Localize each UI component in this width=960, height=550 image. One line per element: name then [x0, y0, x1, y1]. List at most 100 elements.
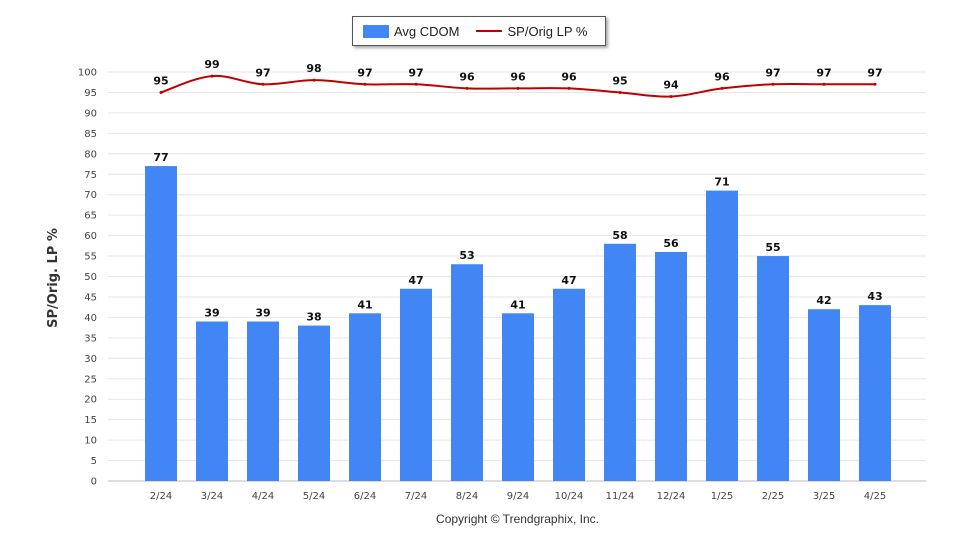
- line-value-label: 95: [153, 74, 168, 87]
- y-tick-label: 75: [84, 170, 97, 181]
- legend-swatch-line: [475, 30, 502, 32]
- bar-value-label: 71: [714, 176, 729, 189]
- bar-avg-cdom[interactable]: [859, 305, 891, 481]
- line-point: [873, 82, 877, 86]
- line-value-label: 97: [765, 66, 780, 79]
- bar-avg-cdom[interactable]: [145, 166, 177, 481]
- legend-item-sp-orig-lp[interactable]: SP/Orig LP %: [460, 23, 588, 39]
- bar-avg-cdom[interactable]: [502, 313, 534, 481]
- line-value-label: 98: [306, 62, 321, 75]
- line-point: [669, 95, 673, 99]
- bar-avg-cdom[interactable]: [706, 190, 738, 482]
- line-point: [771, 82, 775, 86]
- bar-avg-cdom[interactable]: [808, 309, 840, 481]
- line-value-label: 96: [714, 70, 730, 83]
- x-tick-label: 6/24: [354, 491, 376, 502]
- x-tick-label: 5/24: [303, 491, 325, 502]
- bar-value-label: 42: [816, 294, 831, 307]
- legend-swatch-bar: [363, 24, 389, 38]
- line-value-label: 99: [204, 58, 219, 71]
- y-tick-label: 30: [84, 354, 97, 365]
- bar-value-label: 47: [561, 274, 576, 287]
- bar-value-label: 41: [510, 298, 525, 311]
- y-tick-label: 0: [91, 477, 97, 488]
- bar-avg-cdom[interactable]: [757, 256, 789, 481]
- line-point: [414, 82, 418, 86]
- y-axis-title: SP/Orig. LP %: [46, 228, 61, 328]
- line-point: [465, 86, 469, 90]
- x-tick-label: 8/24: [456, 491, 478, 502]
- line-point: [210, 74, 214, 78]
- line-point: [261, 82, 265, 86]
- y-tick-label: 35: [84, 333, 97, 344]
- line-point: [312, 78, 316, 82]
- y-tick-label: 40: [84, 313, 97, 324]
- bar-value-label: 39: [255, 306, 270, 319]
- y-tick-label: 90: [84, 108, 97, 119]
- line-value-label: 96: [459, 70, 475, 83]
- y-tick-label: 45: [84, 292, 97, 303]
- line-value-label: 97: [255, 66, 270, 79]
- line-point: [822, 82, 826, 86]
- line-value-label: 96: [561, 70, 577, 83]
- bar-avg-cdom[interactable]: [196, 321, 228, 481]
- chart-legend: Avg CDOM SP/Orig LP %: [352, 16, 606, 46]
- x-tick-label: 7/24: [405, 491, 427, 502]
- y-tick-label: 60: [84, 231, 97, 242]
- x-tick-label: 9/24: [507, 491, 529, 502]
- y-tick-label: 70: [84, 190, 97, 201]
- bar-value-label: 43: [867, 290, 882, 303]
- x-tick-label: 4/25: [864, 491, 886, 502]
- bar-value-label: 47: [408, 274, 423, 287]
- line-point: [516, 86, 520, 90]
- legend-label-avg-cdom: Avg CDOM: [394, 23, 460, 39]
- bar-avg-cdom[interactable]: [247, 321, 279, 481]
- line-value-label: 96: [510, 70, 526, 83]
- bar-avg-cdom[interactable]: [298, 325, 330, 481]
- x-tick-label: 4/24: [252, 491, 274, 502]
- bar-value-label: 53: [459, 249, 474, 262]
- x-tick-label: 12/24: [657, 491, 686, 502]
- bar-value-label: 41: [357, 298, 372, 311]
- y-tick-label: 10: [84, 436, 97, 447]
- line-value-label: 94: [663, 79, 679, 92]
- y-tick-label: 80: [84, 149, 97, 160]
- y-tick-label: 50: [84, 272, 97, 283]
- bar-avg-cdom[interactable]: [400, 288, 432, 481]
- x-tick-label: 11/24: [606, 491, 635, 502]
- y-tick-label: 85: [84, 129, 97, 140]
- bar-avg-cdom[interactable]: [655, 251, 687, 481]
- legend-label-sp-orig-lp: SP/Orig LP %: [507, 23, 588, 39]
- y-tick-label: 25: [84, 374, 97, 385]
- bar-value-label: 77: [153, 151, 168, 164]
- bar-avg-cdom[interactable]: [451, 264, 483, 481]
- bar-value-label: 55: [765, 241, 780, 254]
- bar-value-label: 56: [663, 237, 679, 250]
- legend-item-avg-cdom[interactable]: Avg CDOM: [353, 24, 460, 39]
- y-tick-label: 20: [84, 395, 97, 406]
- line-value-label: 97: [816, 66, 831, 79]
- x-tick-label: 1/25: [711, 491, 733, 502]
- line-value-label: 97: [867, 66, 882, 79]
- line-point: [618, 90, 622, 94]
- line-point: [159, 90, 163, 94]
- x-tick-label: 2/25: [762, 491, 784, 502]
- copyright-text: Copyright © Trendgraphix, Inc.: [436, 512, 599, 526]
- y-tick-label: 95: [84, 88, 97, 99]
- y-tick-label: 65: [84, 211, 97, 222]
- y-tick-label: 5: [91, 456, 97, 467]
- bar-avg-cdom[interactable]: [349, 313, 381, 481]
- x-tick-label: 3/24: [201, 491, 223, 502]
- line-point: [720, 86, 724, 90]
- bar-avg-cdom[interactable]: [604, 243, 636, 481]
- line-value-label: 97: [408, 66, 423, 79]
- bar-avg-cdom[interactable]: [553, 288, 585, 481]
- line-value-label: 97: [357, 66, 372, 79]
- x-tick-label: 10/24: [555, 491, 584, 502]
- bar-value-label: 58: [612, 229, 627, 242]
- y-tick-label: 100: [78, 68, 97, 79]
- line-point: [363, 82, 367, 86]
- line-point: [567, 86, 571, 90]
- y-tick-label: 55: [84, 252, 97, 263]
